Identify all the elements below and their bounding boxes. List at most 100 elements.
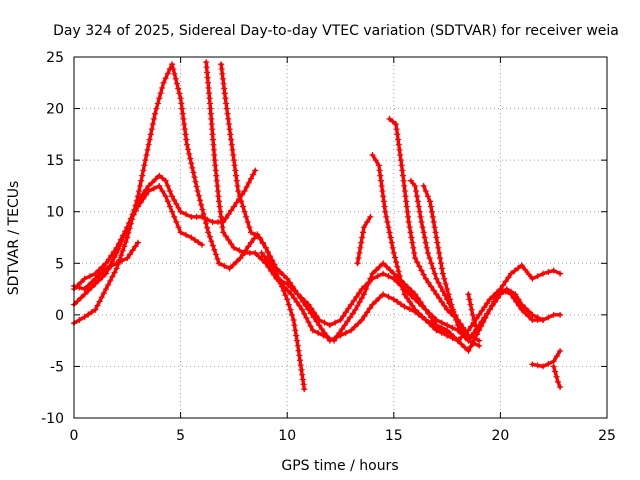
data-point (193, 183, 200, 190)
data-point (105, 256, 112, 263)
data-point (342, 329, 349, 336)
data-point (305, 319, 312, 326)
data-point (236, 247, 243, 254)
series-arc-12 (420, 182, 483, 349)
data-point (373, 298, 380, 305)
data-point (357, 244, 364, 251)
data-point (147, 131, 154, 138)
data-point (465, 337, 472, 344)
data-point (81, 313, 88, 320)
data-point (145, 188, 152, 195)
data-point (124, 224, 131, 231)
data-point (118, 237, 125, 244)
data-point (444, 327, 451, 334)
data-point (171, 70, 178, 77)
data-point (225, 237, 232, 244)
data-point (417, 298, 424, 305)
series-arc-8 (354, 213, 374, 267)
data-point (228, 240, 235, 247)
data-point (209, 219, 216, 226)
data-point (476, 337, 483, 344)
data-point (210, 146, 217, 153)
data-point (181, 126, 188, 133)
data-point (424, 193, 431, 200)
data-point (76, 317, 83, 324)
plot-frame (73, 56, 608, 419)
data-point (382, 208, 389, 215)
data-point (88, 309, 95, 316)
data-point (401, 182, 408, 189)
data-point (431, 224, 438, 231)
data-point (231, 162, 238, 169)
data-point (226, 126, 233, 133)
data-point (508, 270, 515, 277)
data-point (401, 188, 408, 195)
data-point (204, 216, 211, 223)
data-point (386, 115, 393, 122)
data-point (217, 208, 224, 215)
data-point (409, 302, 416, 309)
data-point (228, 141, 235, 148)
data-point (360, 291, 367, 298)
data-point (393, 126, 400, 133)
data-point (390, 270, 397, 277)
data-point (228, 207, 235, 214)
data-point (126, 220, 133, 227)
data-point (361, 313, 368, 320)
data-point (466, 296, 473, 303)
data-point (209, 126, 216, 133)
data-point (95, 272, 102, 279)
data-point (417, 213, 424, 220)
data-point (394, 263, 401, 270)
data-point (85, 287, 92, 294)
data-point (181, 121, 188, 128)
data-point (406, 298, 413, 305)
data-point (275, 276, 282, 283)
data-point (418, 267, 425, 274)
data-point (102, 270, 109, 277)
data-point (225, 211, 232, 218)
data-point (468, 323, 475, 330)
data-point (237, 255, 244, 262)
data-point (246, 224, 253, 231)
data-point (235, 188, 242, 195)
data-point (493, 289, 500, 296)
data-point (377, 172, 384, 179)
data-point (393, 259, 400, 266)
data-point (188, 234, 195, 241)
data-point (461, 344, 468, 351)
data-point (108, 252, 115, 259)
data-point (349, 310, 356, 317)
data-point (457, 326, 464, 333)
data-point (191, 174, 198, 181)
data-point (360, 224, 367, 231)
data-point (288, 291, 295, 298)
data-point (247, 229, 254, 236)
y-tick-label: -5 (50, 359, 64, 375)
data-point (402, 193, 409, 200)
data-point (215, 193, 222, 200)
data-point (146, 136, 153, 143)
data-point (442, 280, 449, 287)
data-point (130, 211, 137, 218)
data-point (126, 251, 133, 258)
data-point (122, 238, 129, 245)
data-point (208, 115, 215, 122)
data-point (286, 279, 293, 286)
data-point (403, 198, 410, 205)
data-point (435, 244, 442, 251)
data-point (182, 211, 189, 218)
data-point (449, 324, 456, 331)
data-point (96, 298, 103, 305)
data-point (347, 314, 354, 321)
data-point (262, 244, 269, 251)
data-point (355, 320, 362, 327)
data-point (162, 75, 169, 82)
data-point (557, 311, 564, 318)
data-point (219, 224, 226, 231)
data-point (296, 352, 303, 359)
data-point (451, 334, 458, 341)
data-point (124, 255, 131, 262)
data-point (206, 90, 213, 97)
